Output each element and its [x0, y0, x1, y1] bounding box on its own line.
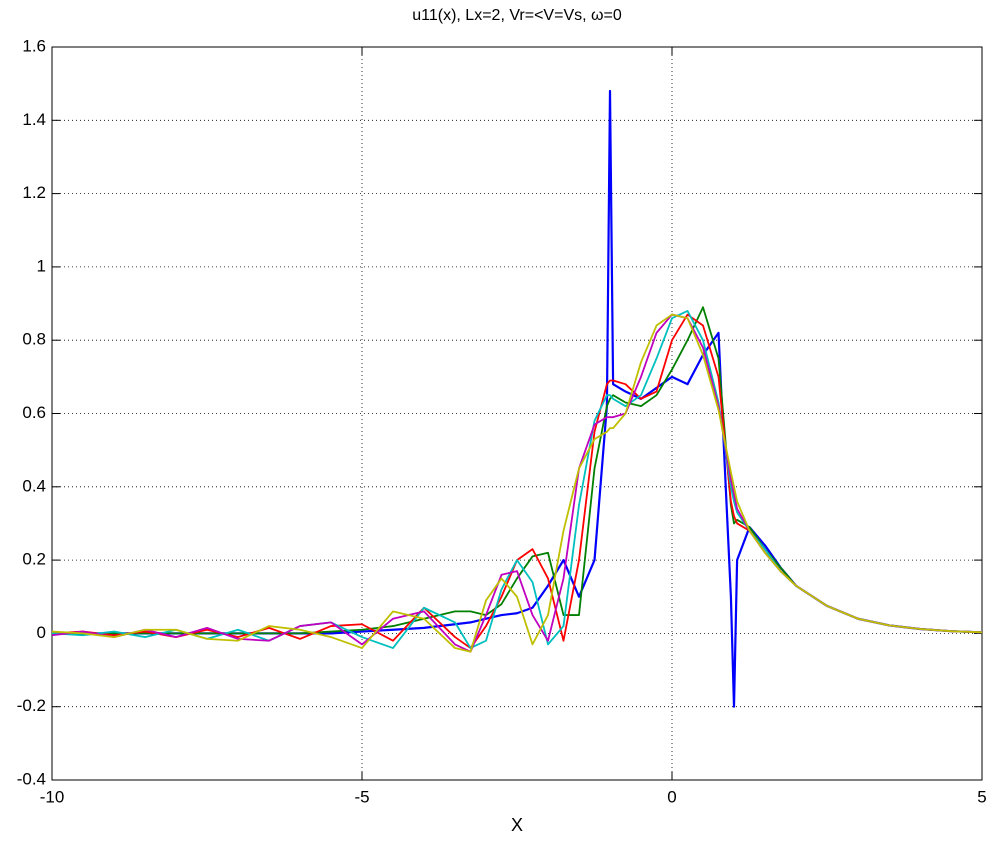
chart-title: u11(x), Lx=2, Vr=<V=Vs, ω=0	[412, 7, 622, 24]
y-tick-label: 1.6	[22, 36, 46, 55]
x-tick-label: 0	[667, 787, 676, 806]
y-tick-label: -0.4	[17, 769, 46, 788]
x-tick-label: 5	[977, 787, 986, 806]
x-tick-label: -5	[354, 787, 369, 806]
y-tick-label: 0.4	[22, 476, 46, 495]
y-tick-label: 0.2	[22, 550, 46, 569]
y-tick-label: 0	[37, 623, 46, 642]
series-line	[51, 313, 983, 653]
x-axis-label: X	[511, 815, 523, 835]
y-tick-label: -0.2	[17, 696, 46, 715]
y-tick-label: 1.2	[22, 183, 46, 202]
plot-frame	[51, 46, 983, 781]
y-tick-label: 1.4	[22, 110, 46, 129]
y-tick-label: 0.6	[22, 403, 46, 422]
y-tick-label: 1	[37, 256, 46, 275]
x-tick-label: -10	[40, 787, 65, 806]
y-tick-label: 0.8	[22, 330, 46, 349]
